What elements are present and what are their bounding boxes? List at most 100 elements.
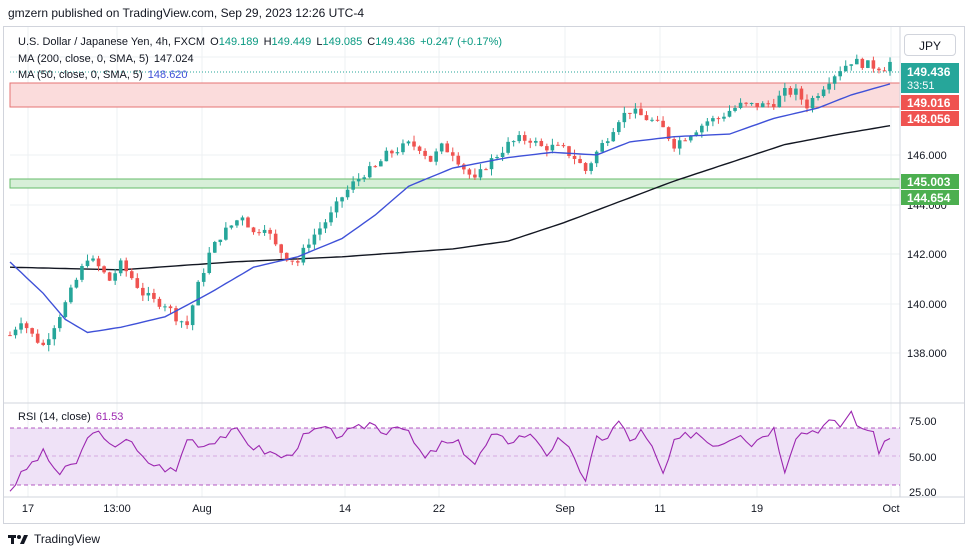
candle-body: [146, 292, 151, 296]
x-tick-label: 13:00: [103, 503, 131, 515]
candle-body: [63, 302, 68, 318]
candle-body: [379, 161, 383, 167]
symbol-legend[interactable]: U.S. Dollar / Japanese Yen, 4h, FXCM O14…: [18, 36, 502, 48]
candle-body: [517, 135, 521, 142]
candle-body: [655, 119, 660, 121]
rsi-axis[interactable]: 75.00 50.00 25.00: [909, 416, 937, 499]
ma50-series: [9, 83, 891, 334]
candle-body: [556, 144, 560, 146]
x-tick-label: 17: [22, 503, 34, 515]
ma200-line: [9, 125, 891, 271]
support-low-label: 144.654: [907, 191, 951, 205]
candle-body: [168, 306, 173, 309]
candle-body: [578, 158, 582, 164]
candle-body: [871, 60, 876, 69]
ma50-legend[interactable]: MA (50, close, 0, SMA, 5) 148.620: [18, 69, 188, 81]
candle-body: [179, 321, 184, 323]
support-high-badge: [901, 174, 959, 189]
candle-body: [722, 116, 726, 119]
candle-body: [129, 271, 134, 279]
candle-body: [96, 258, 101, 267]
candle-body: [622, 112, 627, 123]
ma50-value: 148.620: [147, 69, 188, 81]
candle-body: [617, 122, 621, 133]
candle-body: [760, 103, 765, 108]
candle-body: [351, 181, 355, 190]
candle-body: [113, 273, 117, 281]
bar-countdown: 33:51: [907, 80, 935, 92]
candle-body: [528, 140, 533, 143]
time-axis[interactable]: 17 13:00 Aug 14 22 Sep 11 19 Oct: [22, 503, 900, 515]
rsi-legend[interactable]: RSI (14, close) 61.53: [18, 411, 123, 423]
candle-body: [522, 135, 527, 141]
candle-body: [196, 281, 200, 306]
candle-body: [423, 150, 427, 156]
candle-body: [700, 125, 704, 133]
candle-body: [262, 229, 267, 233]
candle-body: [733, 107, 737, 111]
x-tick-label: 11: [654, 503, 665, 515]
candle-body: [58, 317, 62, 329]
candle-body: [412, 141, 416, 147]
candle-body: [777, 95, 782, 108]
candle-body: [611, 132, 616, 142]
candle-body: [212, 242, 217, 253]
candle-body: [738, 102, 743, 108]
candle-body: [567, 146, 571, 156]
candle-body: [799, 88, 804, 100]
x-tick-label: 22: [433, 503, 445, 515]
symbol-title: U.S. Dollar / Japanese Yen, 4h, FXCM: [18, 36, 206, 48]
support-zone: [9, 178, 901, 189]
currency-button[interactable]: JPY: [904, 34, 956, 56]
candle-body: [373, 166, 378, 168]
candle-body: [744, 102, 748, 104]
ma200-legend[interactable]: MA (200, close, 0, SMA, 5) 147.024: [18, 53, 194, 65]
candle-body: [163, 306, 167, 308]
candle-body: [727, 110, 732, 117]
zone-high-badge: [901, 95, 959, 110]
footer-brand[interactable]: TradingView: [8, 532, 100, 546]
candle-body: [273, 233, 278, 245]
open-label: O: [210, 36, 219, 48]
candle-body: [240, 217, 245, 221]
candle-body: [633, 108, 638, 114]
candle-body: [866, 60, 870, 68]
candle-body: [141, 287, 145, 296]
support-high-label: 145.003: [907, 175, 951, 189]
low-label: L: [316, 36, 323, 48]
candle-body: [888, 61, 892, 72]
candle-body: [41, 342, 46, 346]
candle-body: [550, 144, 555, 151]
candle-body: [307, 244, 311, 248]
candle-body: [174, 308, 178, 322]
candle-body: [229, 225, 234, 228]
candle-body: [877, 68, 881, 71]
candle-body: [821, 89, 826, 97]
candle-body: [118, 260, 123, 274]
candle-body: [489, 158, 494, 170]
y-tick-label: 138.000: [907, 348, 947, 360]
candle-body: [406, 141, 411, 144]
x-tick-label: Sep: [555, 503, 575, 515]
candle-body: [390, 150, 394, 154]
candle-body: [85, 260, 90, 267]
candle-body: [384, 150, 389, 162]
candle-body: [207, 252, 212, 273]
candle-body: [605, 141, 610, 144]
candle-body: [783, 88, 787, 96]
candle-body: [30, 328, 34, 334]
change-value: +0.247 (+0.17%): [420, 36, 503, 48]
candle-body: [755, 102, 759, 108]
candle-body: [788, 88, 793, 95]
candle-body: [356, 178, 361, 182]
footer-brand-text: TradingView: [34, 532, 101, 546]
candle-body: [838, 71, 842, 77]
candle-body: [13, 329, 18, 336]
candle-body: [8, 335, 12, 337]
chart-frame: [3, 26, 965, 524]
rsi-tick-label: 75.00: [909, 416, 937, 428]
candle-body: [749, 102, 754, 104]
high-label: H: [263, 36, 272, 48]
candle-body: [467, 169, 472, 175]
